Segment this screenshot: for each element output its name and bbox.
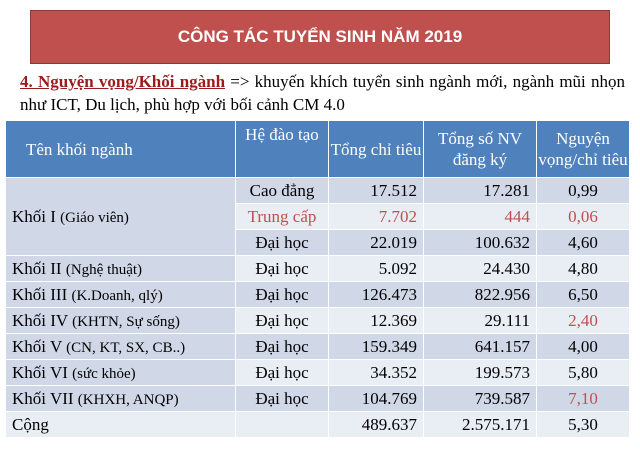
group-title: Khối IV [12, 310, 68, 330]
cell-value: 104.769 [328, 385, 424, 412]
cell-value: 5.092 [328, 255, 424, 282]
group-title: Khối III [12, 284, 68, 304]
column-header: Hệ đào tạo [235, 120, 329, 178]
intro: 4. Nguyện vọng/Khối ngành => khuyến khíc… [20, 70, 625, 116]
group-name: Khối II (Nghệ thuật) [5, 255, 236, 282]
cell-value: 0,06 [536, 203, 630, 230]
group-name: Khối VII (KHXH, ANQP) [5, 385, 236, 412]
group-note: (K.Doanh, qlý) [71, 287, 163, 304]
cell-value: 444 [423, 203, 537, 230]
cell-value: 34.352 [328, 359, 424, 386]
training-level: Cao đẳng [235, 177, 329, 204]
group-name: Khối III (K.Doanh, qlý) [5, 281, 236, 308]
cell-value: 126.473 [328, 281, 424, 308]
total-row: Cộng 489.637 2.575.171 5,30 [5, 411, 630, 438]
column-header: Tên khối ngành [5, 120, 236, 178]
total-value: 489.637 [328, 411, 424, 438]
group-note: (Giáo viên) [60, 209, 129, 226]
group-title: Khối VI [12, 362, 68, 382]
training-level: Đại học [235, 229, 329, 256]
cell-value: 159.349 [328, 333, 424, 360]
title: CÔNG TÁC TUYỂN SINH NĂM 2019 [177, 27, 463, 46]
intro-text: => khuyến khích tuyển sinh ngành mới, ng… [20, 72, 625, 114]
group-title: Khối V [12, 336, 62, 356]
table-row: Khối V (CN, KT, SX, CB..) Đại học 159.349 6… [5, 333, 630, 360]
total-label: Cộng [5, 411, 236, 438]
group-note: (CN, KT, SX, CB..) [66, 339, 186, 356]
total-value: 5,30 [536, 411, 630, 438]
cell-value: 29.111 [423, 307, 537, 334]
training-level: Đại học [235, 385, 329, 412]
cell-value: 6,50 [536, 281, 630, 308]
cell-value: 822.956 [423, 281, 537, 308]
cell-value: 12.369 [328, 307, 424, 334]
training-level: Đại học [235, 255, 329, 282]
training-level: Đại học [235, 333, 329, 360]
cell-value: 7.702 [328, 203, 424, 230]
table-row: Khối VII (KHXH, ANQP) Đại học 104.769 739.5… [5, 385, 630, 412]
intro-lead: 4. Nguyện vọng/Khối ngành [20, 72, 226, 91]
cell-value: 2,40 [536, 307, 630, 334]
group-name: Khối I (Giáo viên) [5, 177, 236, 256]
title-banner: CÔNG TÁC TUYỂN SINH NĂM 2019 [30, 10, 610, 64]
training-level: Đại học [235, 281, 329, 308]
cell-value: 100.632 [423, 229, 537, 256]
cell-value: 5,80 [536, 359, 630, 386]
group-name: Khối V (CN, KT, SX, CB..) [5, 333, 236, 360]
training-level: Đại học [235, 307, 329, 334]
column-header: Tổng chỉ tiêu [328, 120, 424, 178]
cell-value: 739.587 [423, 385, 537, 412]
header-row: Tên khối ngành Hệ đào tạo Tổng chỉ tiêu Tổn… [5, 120, 630, 178]
cell-value: 17.281 [423, 177, 537, 204]
cell-value: 199.573 [423, 359, 537, 386]
cell-value: 24.430 [423, 255, 537, 282]
column-header: Tổng số NV đăng ký [423, 120, 537, 178]
table-row: Khối IV (KHTN, Sự sống) Đại học 12.369 29.1… [5, 307, 630, 334]
group-name: Khối VI (sức khỏe) [5, 359, 236, 386]
group-title: Khối VII [12, 388, 74, 408]
table-row: Khối VI (sức khỏe) Đại học 34.352 199.573 5,… [5, 359, 630, 386]
group-title: Khối I [12, 206, 56, 226]
cell-value: 7,10 [536, 385, 630, 412]
training-level: Đại học [235, 359, 329, 386]
group-note: (Nghệ thuật) [65, 261, 143, 278]
total-value: 2.575.171 [423, 411, 537, 438]
group-note: (sức khỏe) [72, 365, 136, 382]
cell-value: 17.512 [328, 177, 424, 204]
column-header: Nguyện vọng/chỉ tiêu [536, 120, 630, 178]
training-level: Trung cấp [235, 203, 329, 230]
cell-value: 4,60 [536, 229, 630, 256]
group-note: (KHXH, ANQP) [77, 391, 179, 408]
table-row: Khối II (Nghệ thuật) Đại học 5.092 24.430 4,… [5, 255, 630, 282]
group-note: (KHTN, Sự sống) [72, 313, 180, 330]
table-row: Khối III (K.Doanh, qlý) Đại học 126.473 822… [5, 281, 630, 308]
group-title: Khối II [12, 258, 62, 278]
table-row: Khối I (Giáo viên) Cao đẳng 17.512 17.281 0,… [5, 177, 630, 256]
empty-cell [235, 411, 329, 438]
cell-value: 4,00 [536, 333, 630, 360]
cell-value: 22.019 [328, 229, 424, 256]
admissions-table: Tên khối ngành Hệ đào tạo Tổng chỉ tiêu Tổn… [5, 120, 630, 438]
cell-value: 4,80 [536, 255, 630, 282]
cell-value: 641.157 [423, 333, 537, 360]
group-name: Khối IV (KHTN, Sự sống) [5, 307, 236, 334]
cell-value: 0,99 [536, 177, 630, 204]
table-row: Trung cấp 7.702 444 0,06 [6, 203, 630, 230]
table-row: Đại học 22.019 100.632 4,60 [6, 229, 630, 256]
